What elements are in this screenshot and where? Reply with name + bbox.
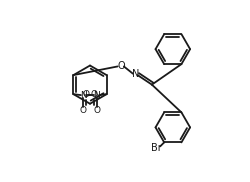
Text: N: N bbox=[93, 91, 100, 100]
Text: N: N bbox=[131, 69, 139, 79]
Text: N: N bbox=[80, 91, 86, 100]
Text: O: O bbox=[117, 62, 124, 71]
Text: O: O bbox=[90, 90, 97, 99]
Text: O: O bbox=[80, 106, 86, 115]
Text: O: O bbox=[93, 106, 100, 115]
Text: Br: Br bbox=[150, 143, 161, 153]
Text: O: O bbox=[82, 90, 89, 99]
